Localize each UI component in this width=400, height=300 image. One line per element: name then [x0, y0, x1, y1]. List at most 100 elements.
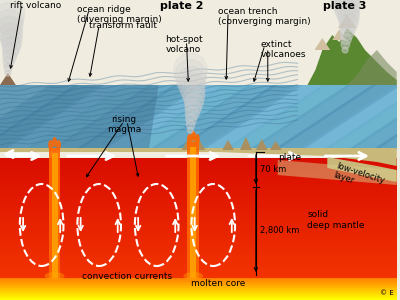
Polygon shape: [372, 85, 400, 150]
Bar: [0, 222, 397, 224]
Circle shape: [185, 100, 201, 116]
Text: solid
deep mantle: solid deep mantle: [308, 210, 365, 230]
Bar: [0, 268, 397, 271]
Polygon shape: [327, 157, 397, 182]
Bar: [0, 246, 397, 248]
Polygon shape: [256, 139, 268, 150]
Bar: [0, 167, 397, 169]
Ellipse shape: [56, 140, 61, 150]
Text: low-velocity
layer: low-velocity layer: [332, 161, 386, 195]
Bar: [0, 249, 397, 251]
Bar: [0, 272, 397, 274]
Circle shape: [0, 23, 22, 47]
Polygon shape: [347, 85, 400, 150]
Text: plate 2: plate 2: [160, 1, 203, 11]
Bar: [0, 212, 397, 214]
Polygon shape: [248, 85, 377, 150]
Text: 2,800 km: 2,800 km: [260, 226, 299, 236]
Bar: [0, 296, 397, 297]
Circle shape: [340, 34, 352, 45]
Bar: [0, 210, 397, 212]
Ellipse shape: [195, 134, 200, 144]
Circle shape: [185, 93, 203, 112]
Bar: [0, 215, 397, 217]
Bar: [0, 274, 397, 277]
Text: extinct
volcanoes: extinct volcanoes: [261, 40, 306, 59]
Polygon shape: [278, 160, 397, 185]
Circle shape: [5, 70, 11, 76]
Circle shape: [2, 43, 18, 59]
Polygon shape: [0, 85, 129, 150]
Bar: [0, 261, 397, 263]
Polygon shape: [298, 85, 400, 150]
Polygon shape: [124, 85, 253, 150]
Bar: [0, 278, 397, 279]
Bar: [0, 158, 397, 160]
Bar: [0, 252, 397, 254]
Bar: [0, 250, 397, 253]
Bar: [0, 173, 397, 175]
Bar: [0, 293, 397, 294]
Bar: [0, 248, 397, 250]
Circle shape: [186, 113, 197, 124]
Bar: [0, 256, 397, 259]
Bar: [0, 201, 397, 203]
Bar: [0, 191, 397, 193]
Bar: [0, 200, 397, 202]
Bar: [0, 279, 397, 280]
Bar: [0, 180, 397, 182]
Bar: [0, 294, 397, 295]
Text: ocean trench
(converging margin): ocean trench (converging margin): [218, 7, 311, 26]
Bar: [0, 284, 397, 285]
Circle shape: [0, 3, 24, 34]
Bar: [0, 285, 397, 286]
Bar: [0, 218, 397, 220]
Bar: [0, 194, 397, 196]
Polygon shape: [174, 85, 302, 150]
Text: convection currents: convection currents: [82, 272, 172, 281]
Bar: [0, 189, 397, 191]
Bar: [0, 254, 397, 256]
Circle shape: [342, 47, 348, 53]
Bar: [0, 239, 397, 241]
Bar: [0, 169, 397, 170]
Ellipse shape: [187, 134, 192, 144]
Text: rising
magma: rising magma: [107, 115, 141, 134]
Bar: [0, 287, 397, 288]
Circle shape: [334, 0, 360, 20]
Ellipse shape: [191, 131, 196, 141]
Bar: [0, 185, 397, 187]
Polygon shape: [0, 73, 16, 85]
Bar: [0, 183, 397, 185]
Ellipse shape: [184, 272, 203, 280]
Text: rift volcano: rift volcano: [10, 1, 61, 10]
Bar: [0, 292, 397, 293]
Polygon shape: [273, 85, 400, 150]
Circle shape: [184, 87, 204, 108]
Bar: [0, 198, 397, 200]
Bar: [0, 197, 397, 199]
Circle shape: [330, 0, 361, 11]
Text: 70 km: 70 km: [260, 165, 286, 174]
Bar: [0, 186, 397, 188]
Bar: [0, 204, 397, 206]
Bar: [0, 209, 397, 211]
Bar: [0, 295, 397, 296]
Circle shape: [174, 53, 207, 87]
Circle shape: [185, 107, 199, 121]
Text: transform fault: transform fault: [89, 21, 157, 30]
Bar: [0, 242, 397, 244]
Circle shape: [0, 16, 23, 43]
Bar: [0, 195, 397, 197]
Bar: [0, 284, 397, 285]
Bar: [0, 289, 397, 290]
Ellipse shape: [52, 137, 57, 147]
Bar: [0, 163, 397, 164]
Bar: [0, 0, 397, 85]
Bar: [0, 280, 397, 281]
Circle shape: [340, 27, 354, 40]
Polygon shape: [308, 28, 397, 85]
Bar: [0, 279, 397, 280]
Circle shape: [177, 67, 206, 95]
Polygon shape: [332, 29, 346, 40]
